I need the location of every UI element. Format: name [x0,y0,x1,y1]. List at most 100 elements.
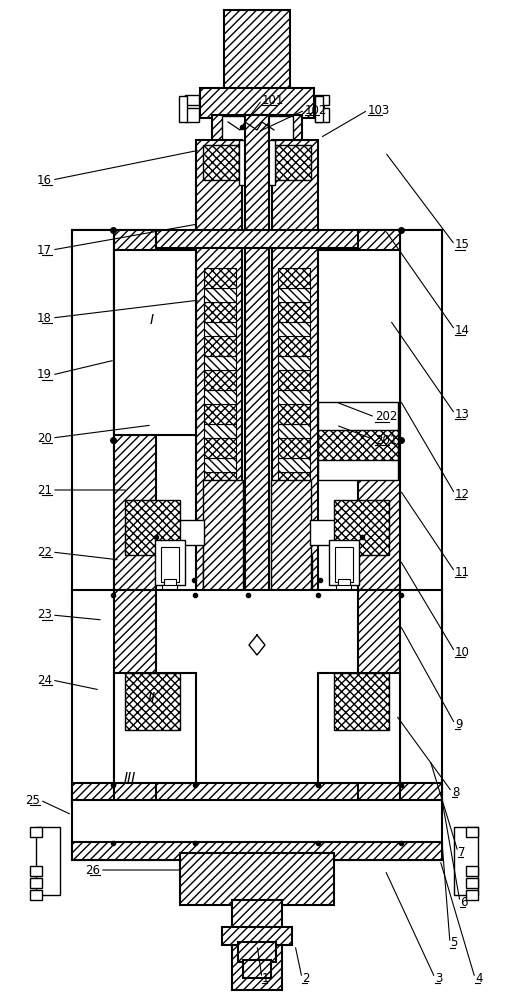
Bar [165,593,174,603]
Bar [278,336,310,356]
Text: 3: 3 [435,972,443,984]
Bar [114,590,156,805]
Text: 10: 10 [455,646,470,658]
Bar [204,268,236,288]
Bar [30,866,42,876]
Bar [339,593,348,603]
Bar [276,555,312,610]
Bar [275,145,311,180]
Text: I: I [150,313,154,327]
Bar [204,492,236,506]
Bar [271,480,311,610]
Bar [125,673,180,730]
Text: 22: 22 [37,546,52,558]
Bar [161,547,179,582]
Text: 25: 25 [25,794,40,806]
Bar [239,140,275,185]
Text: 20: 20 [37,432,52,444]
Bar [204,424,236,438]
Text: 5: 5 [450,936,457,950]
Text: 15: 15 [455,238,470,251]
Text: 19: 19 [37,368,52,381]
Bar [466,878,478,888]
Bar [224,10,290,90]
Bar [204,322,236,336]
Bar [278,288,310,302]
Bar [203,145,239,180]
Bar [335,547,353,582]
Text: 18: 18 [37,312,52,324]
Bar [180,853,334,905]
Bar [72,230,114,620]
Bar [466,866,478,876]
Bar [72,800,442,860]
Bar [204,526,236,540]
Bar [466,827,478,837]
Bar [334,673,389,730]
Bar [338,579,350,587]
Bar [204,458,236,472]
Bar [318,430,398,462]
Bar [336,585,351,595]
Bar [318,402,398,432]
Text: III: III [124,771,136,785]
Bar [72,590,442,805]
Bar [125,500,180,555]
Bar [278,458,310,472]
Bar [278,526,310,540]
Bar [72,783,442,805]
Text: 24: 24 [37,674,52,686]
Bar [155,540,185,585]
Text: 26: 26 [85,863,100,876]
Bar [454,827,478,895]
Bar [278,356,310,370]
Text: 14: 14 [455,324,470,336]
Bar [278,322,310,336]
Text: II: II [148,691,156,705]
Bar [30,827,42,837]
Bar [114,230,156,620]
Bar [200,88,314,118]
Bar [204,370,236,390]
Bar [278,492,310,506]
Text: 7: 7 [458,846,466,858]
Bar [245,115,269,680]
Bar [272,140,318,610]
Bar [278,390,310,404]
Bar [30,890,42,900]
Bar [72,230,442,248]
Text: 9: 9 [455,718,463,730]
Bar [318,673,400,783]
Bar [36,827,60,895]
Text: 8: 8 [452,786,460,798]
Bar [400,230,442,620]
Bar [204,336,236,356]
Bar [185,108,199,122]
Bar [315,95,329,105]
Bar [358,590,400,805]
Text: 102: 102 [305,104,327,116]
Text: 12: 12 [455,488,470,500]
Bar [30,878,42,888]
Bar [185,95,199,105]
Bar [204,404,236,424]
Bar [204,390,236,404]
Bar [278,268,310,288]
Text: 101: 101 [262,94,284,106]
Text: 6: 6 [460,896,468,908]
Bar [278,424,310,438]
Bar [114,673,196,783]
Text: 1: 1 [262,972,269,984]
Bar [179,96,187,122]
Bar [466,890,478,900]
Bar [358,230,400,620]
Text: 202: 202 [375,410,397,424]
Text: 11: 11 [455,566,470,578]
Bar [238,942,276,962]
Bar [204,438,236,458]
Bar [278,472,310,492]
Bar [222,116,293,144]
Bar [329,540,359,585]
Bar [164,579,176,587]
Text: 2: 2 [302,972,309,984]
